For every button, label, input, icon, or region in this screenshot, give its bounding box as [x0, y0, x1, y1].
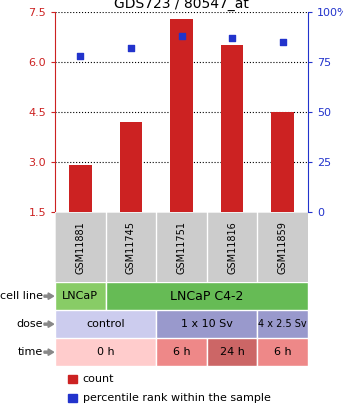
Text: time: time — [18, 347, 43, 357]
Text: dose: dose — [16, 319, 43, 329]
Text: 1 x 10 Sv: 1 x 10 Sv — [181, 319, 233, 329]
Bar — [106, 282, 308, 310]
Text: 0 h: 0 h — [97, 347, 115, 357]
Text: 6 h: 6 h — [274, 347, 292, 357]
Point — [229, 35, 235, 41]
Text: 24 h: 24 h — [220, 347, 245, 357]
Text: GSM11816: GSM11816 — [227, 221, 237, 273]
Bar — [221, 45, 244, 212]
Bar — [55, 282, 106, 310]
Text: LNCaP: LNCaP — [62, 291, 98, 301]
Point — [280, 39, 285, 45]
Text: GSM11751: GSM11751 — [177, 221, 187, 274]
Bar — [69, 166, 92, 212]
Point — [179, 33, 184, 39]
Bar — [55, 338, 156, 366]
Bar — [257, 338, 308, 366]
Text: LNCaP C4-2: LNCaP C4-2 — [170, 290, 244, 303]
Title: GDS723 / 80547_at: GDS723 / 80547_at — [114, 0, 249, 11]
Text: cell line: cell line — [0, 291, 43, 301]
Bar — [170, 19, 193, 212]
Bar — [207, 338, 257, 366]
Text: percentile rank within the sample: percentile rank within the sample — [83, 393, 271, 403]
Text: GSM11881: GSM11881 — [75, 221, 85, 273]
Text: 6 h: 6 h — [173, 347, 190, 357]
Bar — [257, 310, 308, 338]
Bar — [271, 112, 294, 212]
Bar — [68, 375, 76, 383]
Point — [128, 45, 134, 51]
Text: control: control — [86, 319, 125, 329]
Text: count: count — [83, 374, 114, 384]
Point — [78, 53, 83, 60]
Bar — [68, 394, 76, 402]
Bar — [55, 310, 156, 338]
Text: GSM11745: GSM11745 — [126, 221, 136, 274]
Bar — [119, 122, 142, 212]
Bar — [156, 310, 257, 338]
Bar — [156, 338, 207, 366]
Text: GSM11859: GSM11859 — [278, 221, 288, 274]
Text: 4 x 2.5 Sv: 4 x 2.5 Sv — [258, 319, 307, 329]
